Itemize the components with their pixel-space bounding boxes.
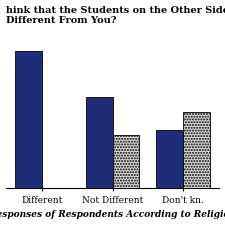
Bar: [112, 135, 139, 188]
Bar: [156, 130, 183, 188]
X-axis label: Responses of Respondents According to Religion: Responses of Respondents According to Re…: [0, 210, 225, 219]
Bar: [15, 51, 42, 188]
Bar: [86, 97, 112, 188]
Bar: [183, 112, 210, 188]
Text: hink that the Students on the Other Side of the B
Different From You?: hink that the Students on the Other Side…: [6, 6, 225, 25]
